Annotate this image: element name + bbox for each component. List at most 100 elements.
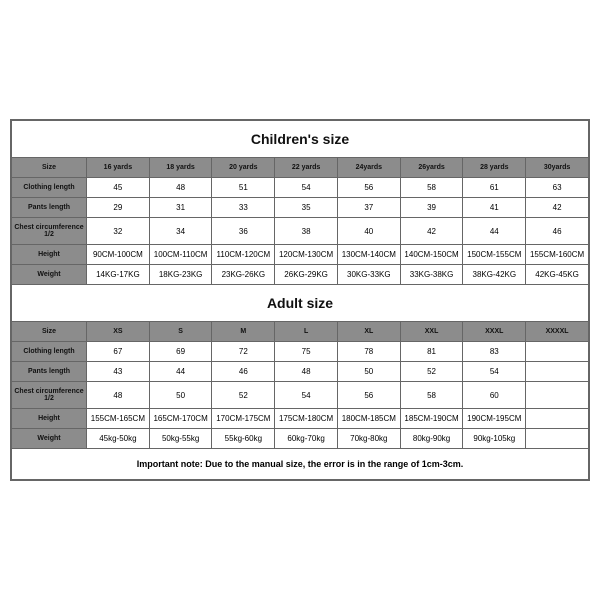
cell: 23KG-26KG [212, 265, 275, 285]
cell: 180CM-185CM [337, 409, 400, 429]
row-label: Pants length [12, 362, 87, 382]
cell: 54 [275, 178, 338, 198]
cell: 54 [275, 382, 338, 409]
cell: 63 [526, 178, 589, 198]
cell: 190CM-195CM [463, 409, 526, 429]
cell: 155CM-165CM [87, 409, 150, 429]
adult-row: Weight 45kg-50kg 50kg-55kg 55kg-60kg 60k… [12, 429, 589, 449]
cell: 43 [87, 362, 150, 382]
cell [526, 362, 589, 382]
cell: 61 [463, 178, 526, 198]
size-chart-container: Children's size Size 16 yards 18 yards 2… [10, 119, 590, 481]
children-header-cell: 26yards [400, 158, 463, 178]
children-row: Height 90CM-100CM 100CM-110CM 110CM-120C… [12, 245, 589, 265]
cell: 48 [275, 362, 338, 382]
adult-header-cell: XL [337, 322, 400, 342]
adult-header-cell: XXXXL [526, 322, 589, 342]
row-label: Clothing length [12, 178, 87, 198]
adult-row: Chest circumference 1/2 48 50 52 54 56 5… [12, 382, 589, 409]
cell [526, 382, 589, 409]
adult-row: Pants length 43 44 46 48 50 52 54 [12, 362, 589, 382]
cell: 78 [337, 342, 400, 362]
cell: 33 [212, 198, 275, 218]
cell: 90kg-105kg [463, 429, 526, 449]
adult-header-cell: Size [12, 322, 87, 342]
cell: 35 [275, 198, 338, 218]
cell: 44 [463, 218, 526, 245]
children-header-cell: 18 yards [149, 158, 212, 178]
cell: 50 [149, 382, 212, 409]
cell: 46 [526, 218, 589, 245]
children-row: Pants length 29 31 33 35 37 39 41 42 [12, 198, 589, 218]
children-header-cell: 16 yards [87, 158, 150, 178]
cell: 18KG-23KG [149, 265, 212, 285]
cell: 175CM-180CM [275, 409, 338, 429]
cell: 34 [149, 218, 212, 245]
children-title: Children's size [12, 121, 589, 158]
cell: 120CM-130CM [275, 245, 338, 265]
children-title-row: Children's size [12, 121, 589, 158]
cell: 36 [212, 218, 275, 245]
adult-header-cell: L [275, 322, 338, 342]
cell: 52 [400, 362, 463, 382]
cell: 150CM-155CM [463, 245, 526, 265]
cell: 110CM-120CM [212, 245, 275, 265]
cell: 39 [400, 198, 463, 218]
adult-header-row: Size XS S M L XL XXL XXXL XXXXL [12, 322, 589, 342]
cell: 54 [463, 362, 526, 382]
children-header-cell: Size [12, 158, 87, 178]
cell: 29 [87, 198, 150, 218]
cell: 41 [463, 198, 526, 218]
cell: 56 [337, 178, 400, 198]
cell: 58 [400, 382, 463, 409]
adult-title: Adult size [12, 285, 589, 322]
cell: 165CM-170CM [149, 409, 212, 429]
cell: 32 [87, 218, 150, 245]
children-header-cell: 28 yards [463, 158, 526, 178]
cell: 185CM-190CM [400, 409, 463, 429]
children-header-cell: 20 yards [212, 158, 275, 178]
cell: 26KG-29KG [275, 265, 338, 285]
cell [526, 409, 589, 429]
cell: 31 [149, 198, 212, 218]
cell: 52 [212, 382, 275, 409]
row-label: Height [12, 245, 87, 265]
adult-row: Height 155CM-165CM 165CM-170CM 170CM-175… [12, 409, 589, 429]
cell: 75 [275, 342, 338, 362]
cell: 50kg-55kg [149, 429, 212, 449]
children-header-cell: 22 yards [275, 158, 338, 178]
cell: 30KG-33KG [337, 265, 400, 285]
cell: 80kg-90kg [400, 429, 463, 449]
children-row: Chest circumference 1/2 32 34 36 38 40 4… [12, 218, 589, 245]
row-label: Height [12, 409, 87, 429]
cell: 170CM-175CM [212, 409, 275, 429]
cell: 51 [212, 178, 275, 198]
row-label: Clothing length [12, 342, 87, 362]
cell: 60 [463, 382, 526, 409]
cell: 50 [337, 362, 400, 382]
adult-header-cell: XS [87, 322, 150, 342]
row-label: Pants length [12, 198, 87, 218]
cell: 69 [149, 342, 212, 362]
cell: 48 [87, 382, 150, 409]
cell: 45kg-50kg [87, 429, 150, 449]
cell: 55kg-60kg [212, 429, 275, 449]
cell: 58 [400, 178, 463, 198]
cell: 81 [400, 342, 463, 362]
cell: 56 [337, 382, 400, 409]
cell: 46 [212, 362, 275, 382]
row-label: Weight [12, 265, 87, 285]
cell: 42KG-45KG [526, 265, 589, 285]
adult-header-cell: XXL [400, 322, 463, 342]
adult-header-cell: M [212, 322, 275, 342]
adult-header-cell: XXXL [463, 322, 526, 342]
children-row: Clothing length 45 48 51 54 56 58 61 63 [12, 178, 589, 198]
cell: 70kg-80kg [337, 429, 400, 449]
children-header-cell: 30yards [526, 158, 589, 178]
size-table: Children's size Size 16 yards 18 yards 2… [11, 120, 589, 480]
note-row: Important note: Due to the manual size, … [12, 449, 589, 480]
cell: 130CM-140CM [337, 245, 400, 265]
cell: 37 [337, 198, 400, 218]
cell [526, 342, 589, 362]
cell: 44 [149, 362, 212, 382]
